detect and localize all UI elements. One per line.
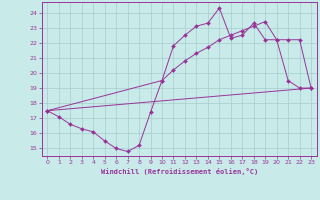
X-axis label: Windchill (Refroidissement éolien,°C): Windchill (Refroidissement éolien,°C) <box>100 168 258 175</box>
